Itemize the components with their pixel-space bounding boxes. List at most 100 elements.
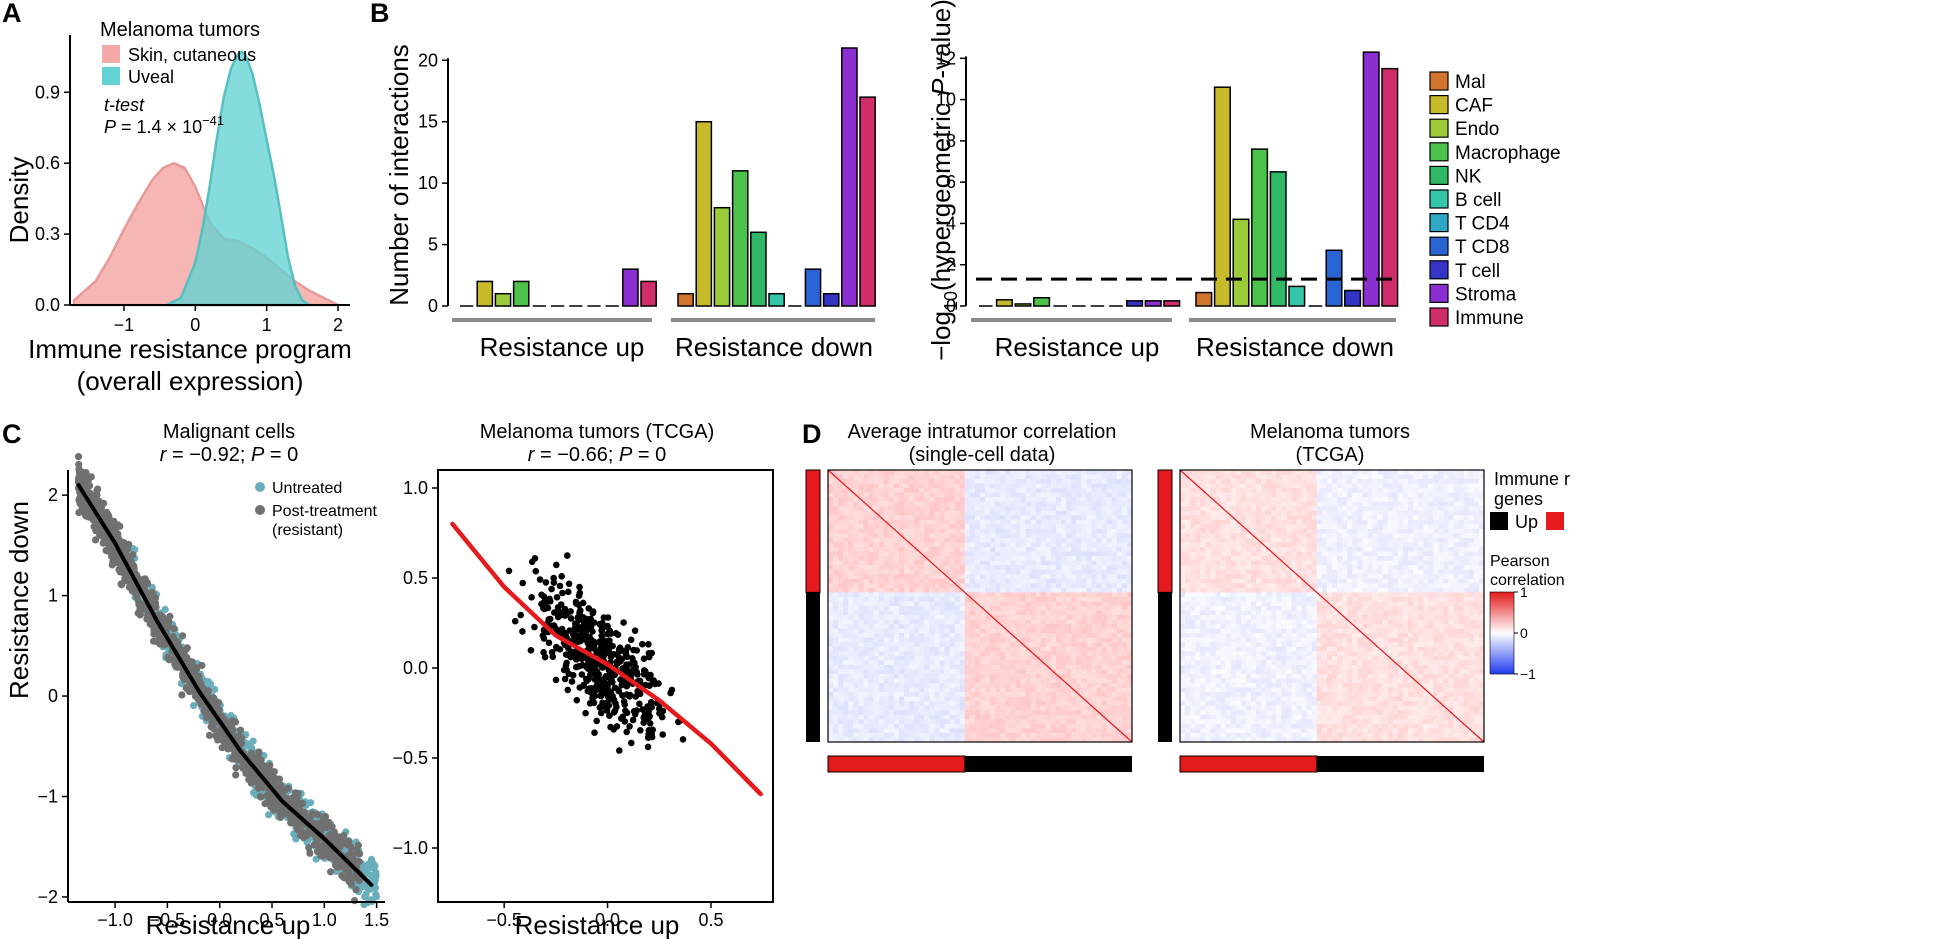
heatmap-cell — [959, 651, 966, 657]
heatmap-cell — [868, 547, 874, 552]
heatmap-cell — [1010, 565, 1016, 571]
heatmap-cell — [1066, 488, 1072, 494]
heatmap-cell — [838, 628, 844, 634]
c-right-frame — [437, 469, 774, 903]
heatmap-cell — [919, 651, 925, 657]
heatmap-cell — [878, 556, 885, 562]
heatmap-cell — [949, 624, 956, 630]
heatmap-cell — [1116, 470, 1123, 475]
tcga-point — [550, 579, 558, 586]
heatmap-cell — [1071, 646, 1077, 652]
heatmap-cell — [1071, 542, 1077, 548]
heatmap-cell — [924, 601, 930, 607]
post-treatment-point — [170, 633, 178, 642]
heatmap-cell — [878, 651, 885, 657]
heatmap-cell — [828, 651, 834, 657]
bar-caf — [695, 120, 713, 307]
heatmap-cell — [1076, 542, 1082, 548]
heatmap-cell — [1066, 569, 1072, 575]
c-right-title: Melanoma tumors (TCGA) — [480, 421, 715, 443]
tcga-point — [554, 604, 562, 611]
heatmap-cell — [909, 528, 915, 534]
heatmap-cell — [980, 510, 986, 516]
heatmap-cell — [980, 542, 986, 548]
heatmap-cell — [838, 515, 844, 521]
heatmap-cell — [1061, 615, 1067, 620]
heatmap-cell — [1035, 538, 1042, 543]
heatmap-cell — [1066, 578, 1072, 584]
heatmap-cell — [909, 492, 915, 498]
heatmap-cell — [838, 551, 844, 557]
heatmap-cell — [873, 574, 880, 580]
heatmap-cell — [944, 474, 950, 480]
heatmap-cell — [1056, 506, 1062, 512]
heatmap-cell — [959, 596, 966, 602]
tcga-point — [659, 731, 666, 738]
heatmap-cell — [1015, 569, 1021, 575]
heatmap-cell — [1106, 642, 1113, 648]
heatmap-cell — [1101, 574, 1108, 580]
heatmap-cell — [878, 470, 885, 475]
heatmap-cell — [1015, 578, 1021, 584]
heatmap-cell — [1106, 497, 1113, 503]
panel-letter-c: C — [2, 419, 22, 449]
heatmap-cell — [985, 583, 991, 589]
heatmap-cell — [1111, 646, 1118, 652]
bar-endo — [1014, 303, 1032, 307]
tcga-point — [603, 707, 611, 714]
heatmap-cell — [1015, 483, 1021, 489]
heatmap-cell — [1015, 574, 1021, 580]
heatmap-cell — [873, 633, 880, 639]
heatmap-cell — [1040, 596, 1047, 602]
heatmap-cell — [858, 633, 864, 639]
legend-swatch-caf — [1429, 94, 1449, 115]
heatmap-cell — [1030, 569, 1037, 575]
heatmap-cell — [924, 637, 930, 643]
heatmap-cell — [1116, 515, 1123, 521]
heatmap-cell — [893, 596, 900, 602]
heatmap-cell — [1005, 560, 1011, 566]
heatmap-cell — [893, 655, 900, 661]
heatmap-cell — [838, 642, 844, 648]
heatmap-cell — [1025, 565, 1032, 571]
heatmap-cell — [893, 510, 900, 516]
heatmap-cell — [1000, 651, 1006, 657]
heatmap-cell — [980, 655, 986, 661]
heatmap-cell — [914, 479, 920, 484]
heatmap-cell — [858, 574, 864, 580]
heatmap-cell — [898, 524, 905, 530]
heatmap-cell — [1040, 651, 1047, 657]
heatmap-cell — [1086, 560, 1092, 566]
bar-caf — [476, 280, 494, 307]
heatmap-cell — [848, 646, 854, 652]
heatmap-cell — [883, 655, 890, 661]
b-y-tick-label: 5 — [428, 235, 438, 255]
heatmap-cell — [898, 551, 905, 557]
heatmap-cell — [898, 560, 905, 566]
heatmap-cell — [848, 624, 854, 630]
heatmap-cell — [904, 479, 910, 484]
heatmap-cell — [974, 524, 981, 530]
heatmap-cell — [888, 519, 895, 525]
heatmap-cell — [833, 601, 839, 607]
heatmap-cell — [904, 533, 910, 539]
tcga-point — [601, 701, 609, 708]
heatmap-cell — [969, 619, 976, 625]
heatmap-cell — [858, 655, 864, 661]
heatmap-cell — [909, 483, 915, 489]
heatmap-cell — [924, 483, 930, 489]
heatmap-cell — [1101, 533, 1108, 539]
b-y-tick-label: 4 — [946, 213, 956, 233]
heatmap-cell — [873, 538, 880, 543]
heatmap-cell — [1056, 601, 1062, 607]
heatmap-cell — [1096, 551, 1102, 557]
heatmap-cell — [974, 470, 981, 475]
heatmap-cell — [1076, 574, 1082, 580]
heatmap-cell — [974, 483, 981, 489]
heatmap-cell — [1071, 528, 1077, 534]
heatmap-cell — [1121, 560, 1128, 566]
heatmap-cell — [939, 565, 945, 571]
heatmap-cell — [1000, 528, 1006, 534]
heatmap-cell — [1020, 619, 1026, 625]
tcga-point — [582, 709, 589, 717]
